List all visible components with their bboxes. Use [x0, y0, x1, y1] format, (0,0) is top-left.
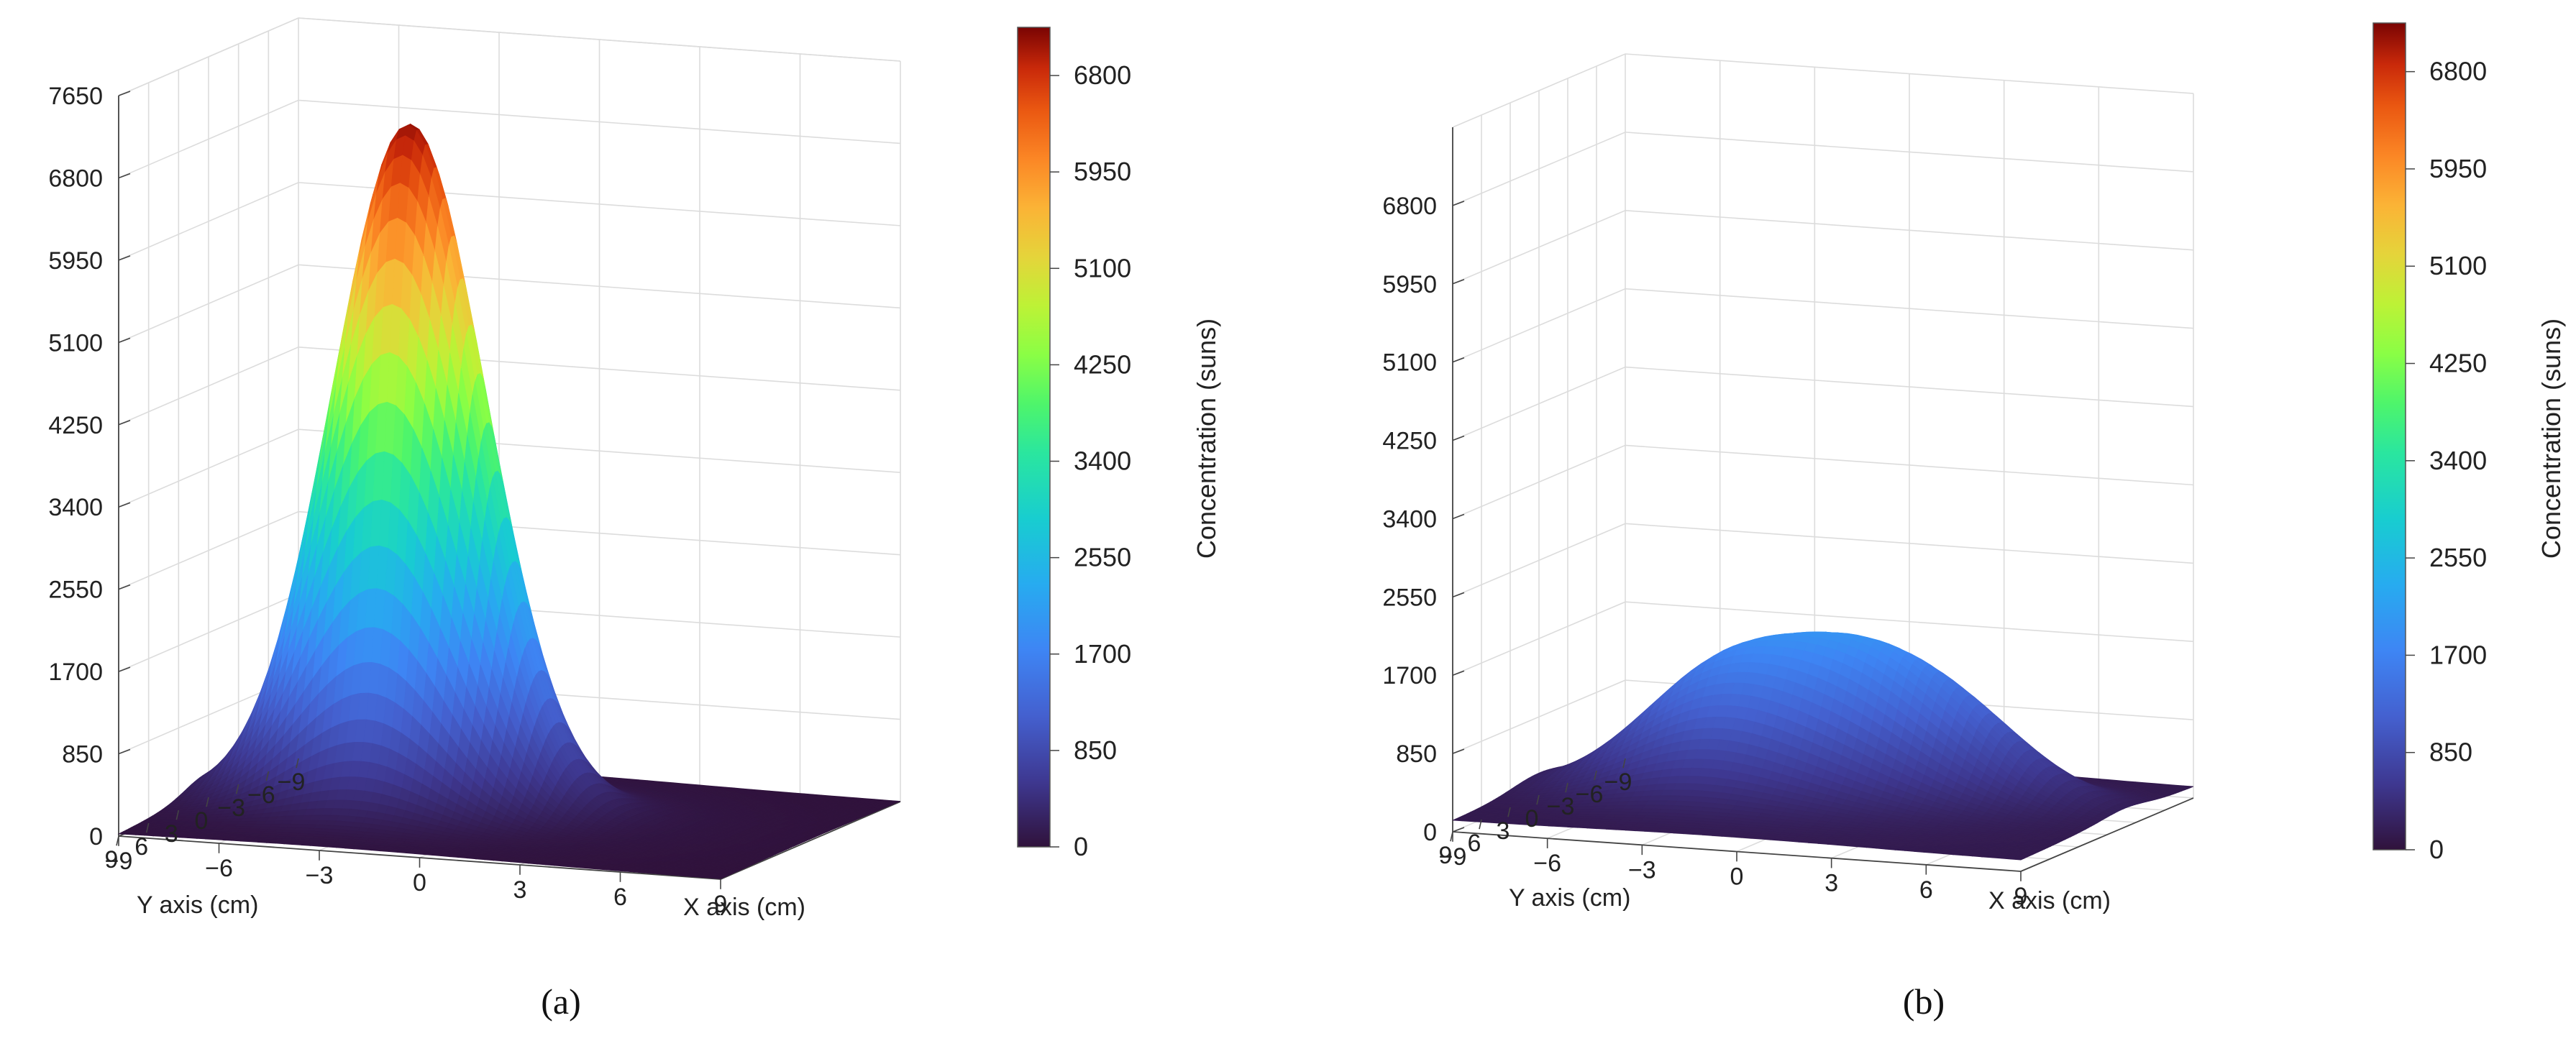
panel-a-colorbar-label: Concentration (suns)	[1192, 318, 1221, 559]
z-tick-label: 5950	[48, 247, 103, 275]
panel-a-colorbar	[1017, 27, 1051, 848]
y-tick-label: 0	[195, 807, 209, 835]
colorbar-tick-label: 5100	[2429, 251, 2487, 280]
panel-a-surface	[117, 123, 901, 879]
colorbar-tick-label: 1700	[2429, 640, 2487, 669]
y-tick-label: 6	[134, 833, 148, 861]
colorbar-tick-label: 4250	[1074, 349, 1131, 379]
z-tick-label: 1700	[1382, 662, 1437, 689]
y-tick-label: 3	[165, 820, 178, 848]
x-tick-label: −9	[1439, 843, 1467, 871]
colorbar-tick-label: 5950	[2429, 154, 2487, 183]
colorbar-tick-label: 3400	[1074, 446, 1131, 476]
z-tick-label: 0	[89, 823, 103, 850]
colorbar-tick-label: 5950	[1074, 157, 1131, 186]
x-tick-label: 0	[413, 869, 426, 896]
y-tick-label: −9	[1604, 769, 1632, 796]
panel-b-colorbar-label: Concentration (suns)	[2536, 318, 2566, 559]
x-tick-label: 3	[513, 876, 527, 904]
x-tick-label: 9	[714, 891, 728, 918]
panel-b-x-ticks: −9 −6 −3 0 3 6 9	[1439, 832, 2028, 910]
panel-a-x-ticks: −9 −6 −3 0 3 6 9	[105, 836, 728, 918]
x-tick-label: −9	[105, 848, 133, 875]
x-tick-label: 0	[1730, 863, 1744, 891]
colorbar-tick-label: 1700	[1074, 639, 1131, 669]
y-tick-label: −9	[278, 769, 306, 796]
z-tick-label: 5100	[1382, 349, 1437, 377]
z-tick-label: 850	[1396, 740, 1437, 768]
z-tick-label: 3400	[1382, 505, 1437, 533]
panel-b-x-axis-label: X axis (cm)	[1988, 887, 2111, 914]
panel-a-z-ticks: 0 850 1700 2550 3400 4250 5100 5950 6800 7650	[48, 83, 131, 850]
x-tick-label: −3	[1628, 856, 1656, 884]
panel-b-colorbar-ticks: 0 850 1700 2550 3400 4250 5100 5950 6800	[2406, 57, 2487, 864]
x-tick-label: 6	[1919, 876, 1933, 904]
z-tick-label: 1700	[48, 659, 103, 686]
panel-a-colorbar-ticks: 0 850 1700 2550 3400 4250 5100 5950 6800	[1050, 60, 1131, 861]
z-tick-label: 4250	[1382, 428, 1437, 455]
colorbar-tick-label: 0	[2429, 835, 2444, 864]
colorbar-tick-label: 3400	[2429, 446, 2487, 475]
panel-b-y-axis-label: Y axis (cm)	[1509, 884, 1630, 912]
y-tick-label: −3	[1547, 793, 1575, 820]
z-tick-label: 4250	[48, 412, 103, 439]
panel-a-grid	[118, 17, 901, 880]
panel-a-x-axis-label: X axis (cm)	[683, 894, 805, 921]
y-tick-label: −6	[1576, 781, 1604, 808]
z-tick-label: 850	[62, 741, 103, 769]
colorbar-tick-label: 5100	[1074, 253, 1131, 283]
colorbar-tick-label: 6800	[1074, 60, 1131, 90]
panel-b-colorbar	[2372, 22, 2406, 850]
y-tick-label: 6	[1468, 830, 1481, 857]
y-tick-label: 9	[1439, 842, 1453, 869]
x-tick-label: 6	[613, 884, 627, 911]
z-tick-label: 5100	[48, 329, 103, 357]
z-tick-label: 3400	[48, 494, 103, 521]
x-tick-label: 9	[2014, 883, 2028, 910]
colorbar-tick-label: 2550	[2429, 543, 2487, 572]
x-tick-label: −6	[205, 855, 233, 882]
z-tick-label: 0	[1423, 819, 1437, 846]
colorbar-tick-label: 2550	[1074, 543, 1131, 572]
y-tick-label: 3	[1497, 817, 1510, 845]
panel-a-y-axis-label: Y axis (cm)	[137, 891, 258, 919]
y-tick-label: −6	[247, 781, 275, 809]
colorbar-tick-label: 0	[1074, 832, 1088, 861]
y-tick-label: 9	[105, 846, 119, 873]
panel-a-label: (a)	[541, 981, 581, 1022]
colorbar-tick-label: 4250	[2429, 349, 2487, 378]
z-tick-label: 5950	[1382, 271, 1437, 298]
z-tick-label: 2550	[1382, 584, 1437, 611]
x-tick-label: −6	[1533, 850, 1561, 877]
colorbar-tick-label: 850	[1074, 735, 1117, 765]
x-tick-label: 3	[1824, 870, 1838, 897]
y-tick-label: 0	[1525, 805, 1539, 833]
z-tick-label: 7650	[48, 83, 103, 110]
z-tick-label: 6800	[48, 165, 103, 192]
z-tick-label: 2550	[48, 577, 103, 604]
colorbar-tick-label: 850	[2429, 738, 2472, 767]
z-tick-label: 6800	[1382, 193, 1437, 220]
colorbar-tick-label: 6800	[2429, 57, 2487, 86]
y-tick-label: −3	[217, 794, 245, 822]
panel-b-surface	[1452, 631, 2194, 861]
panel-b-label: (b)	[1903, 981, 1945, 1022]
x-tick-label: −3	[306, 862, 334, 889]
panel-b-z-ticks: 0 850 1700 2550 3400 4250 5100 5950 6800	[1382, 193, 1465, 846]
